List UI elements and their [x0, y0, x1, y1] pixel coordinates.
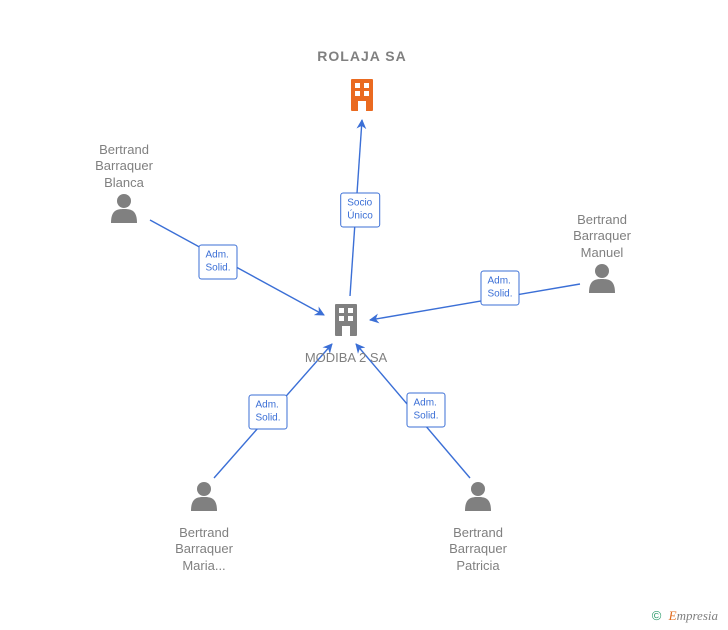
diagram-stage [0, 0, 728, 630]
edge-blanca-modiba [150, 220, 324, 315]
building-icon [335, 304, 357, 336]
edge-manuel-modiba [370, 284, 580, 320]
edge-maria-modiba [214, 344, 332, 478]
person-icon [111, 194, 137, 223]
person-icon [465, 482, 491, 511]
building-icon [351, 79, 373, 111]
person-icon [589, 264, 615, 293]
edge-patricia-modiba [356, 344, 470, 478]
edge-modiba-rolaja [350, 120, 362, 296]
watermark: © Empresia [652, 608, 718, 624]
person-icon [191, 482, 217, 511]
